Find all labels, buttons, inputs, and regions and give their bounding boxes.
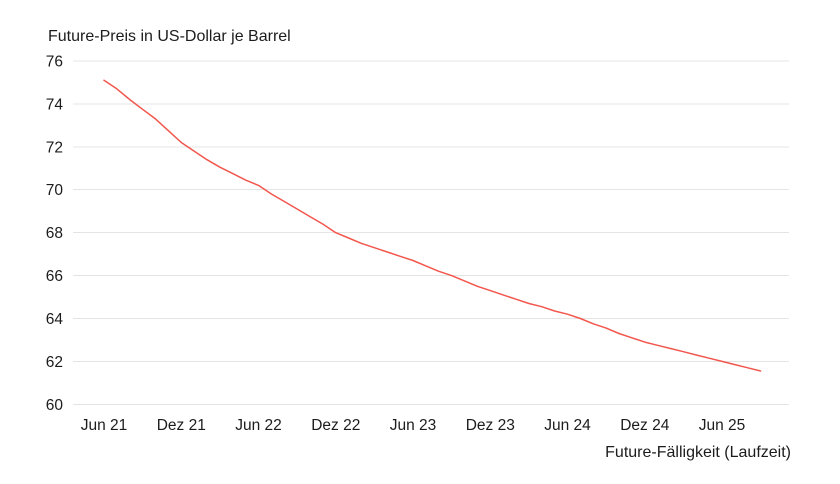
y-tick-label: 74 xyxy=(46,96,64,113)
y-tick-label: 60 xyxy=(46,397,64,414)
x-tick-label: Jun 24 xyxy=(544,417,591,434)
x-tick-label: Dez 21 xyxy=(157,417,206,434)
x-tick-label: Jun 25 xyxy=(699,417,746,434)
y-tick-label: 62 xyxy=(46,354,63,371)
x-tick-label: Jun 21 xyxy=(81,417,128,434)
x-tick-label: Dez 22 xyxy=(311,417,360,434)
price-curve xyxy=(103,79,762,372)
x-tick-label: Dez 23 xyxy=(466,417,515,434)
y-tick-label: 68 xyxy=(46,225,63,242)
x-tick-label: Dez 24 xyxy=(620,417,669,434)
chart-title: Future-Preis in US-Dollar je Barrel xyxy=(48,28,291,45)
y-tick-label: 64 xyxy=(46,311,64,328)
y-tick-label: 72 xyxy=(46,139,63,156)
y-tick-label: 76 xyxy=(46,54,63,71)
y-tick-label: 70 xyxy=(46,182,64,199)
x-axis-title: Future-Fälligkeit (Laufzeit) xyxy=(605,444,791,461)
y-tick-label: 66 xyxy=(46,268,63,285)
x-tick-label: Jun 23 xyxy=(390,417,437,434)
x-tick-label: Jun 22 xyxy=(235,417,282,434)
